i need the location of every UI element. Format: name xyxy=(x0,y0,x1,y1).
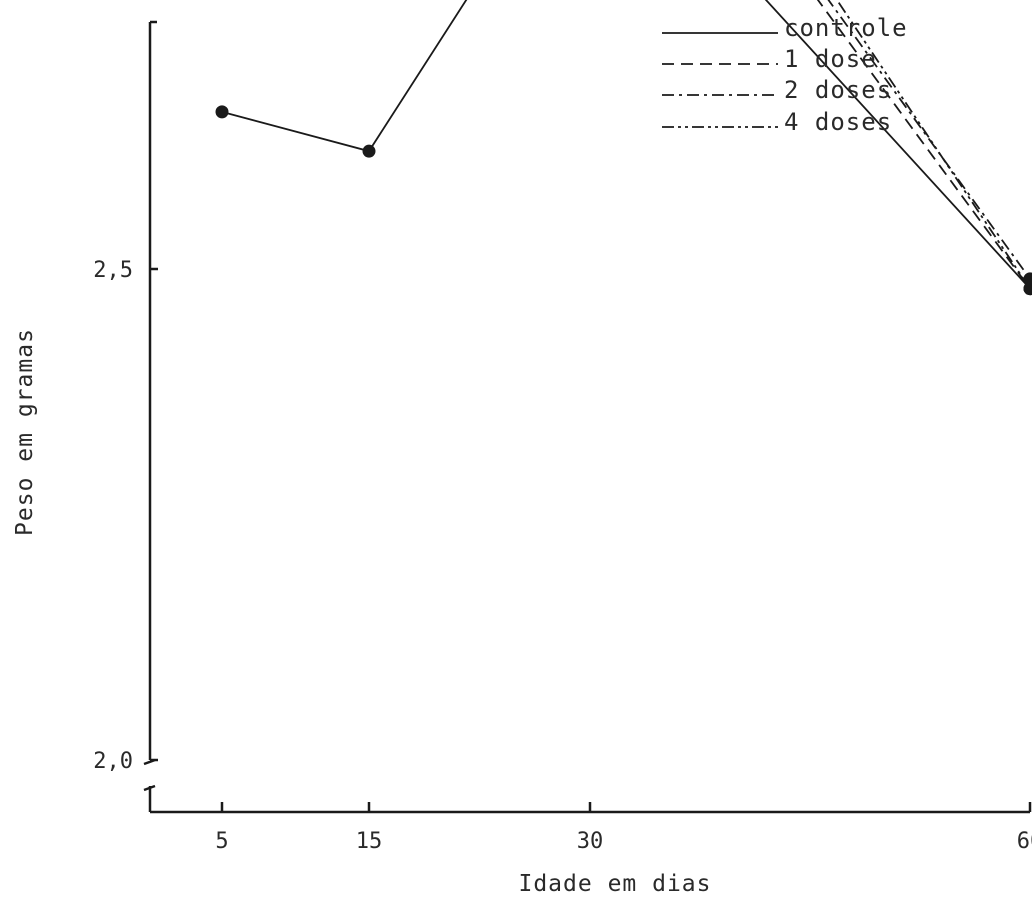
x-tick-label: 5 xyxy=(215,829,228,854)
y-axis-break-icon xyxy=(143,758,156,792)
series-line-2 xyxy=(827,0,1031,280)
ticks: 2,02,53,05153060 xyxy=(93,258,1032,854)
legend-label: 1 dose xyxy=(784,45,877,73)
series-line-0 xyxy=(221,0,1031,290)
x-tick-label: 60 xyxy=(1017,829,1032,854)
data-point xyxy=(1023,282,1032,296)
legend-label: 4 doses xyxy=(784,108,892,136)
axes xyxy=(143,20,1030,814)
legend: controle 1 dose 2 doses 4 doses xyxy=(662,14,908,136)
legend-label: 2 doses xyxy=(784,76,892,104)
y-tick-label: 2,5 xyxy=(93,258,133,283)
series-layer xyxy=(215,0,1032,296)
legend-label: controle xyxy=(784,14,908,42)
x-tick-label: 15 xyxy=(356,829,383,854)
x-tick-label: 30 xyxy=(577,829,604,854)
data-point xyxy=(362,144,376,158)
data-point xyxy=(215,105,229,119)
x-axis-title: Idade em dias xyxy=(518,871,711,897)
y-axis-title: Peso em gramas xyxy=(12,328,38,536)
data-point xyxy=(1023,272,1032,286)
y-tick-label: 2,0 xyxy=(93,749,133,774)
